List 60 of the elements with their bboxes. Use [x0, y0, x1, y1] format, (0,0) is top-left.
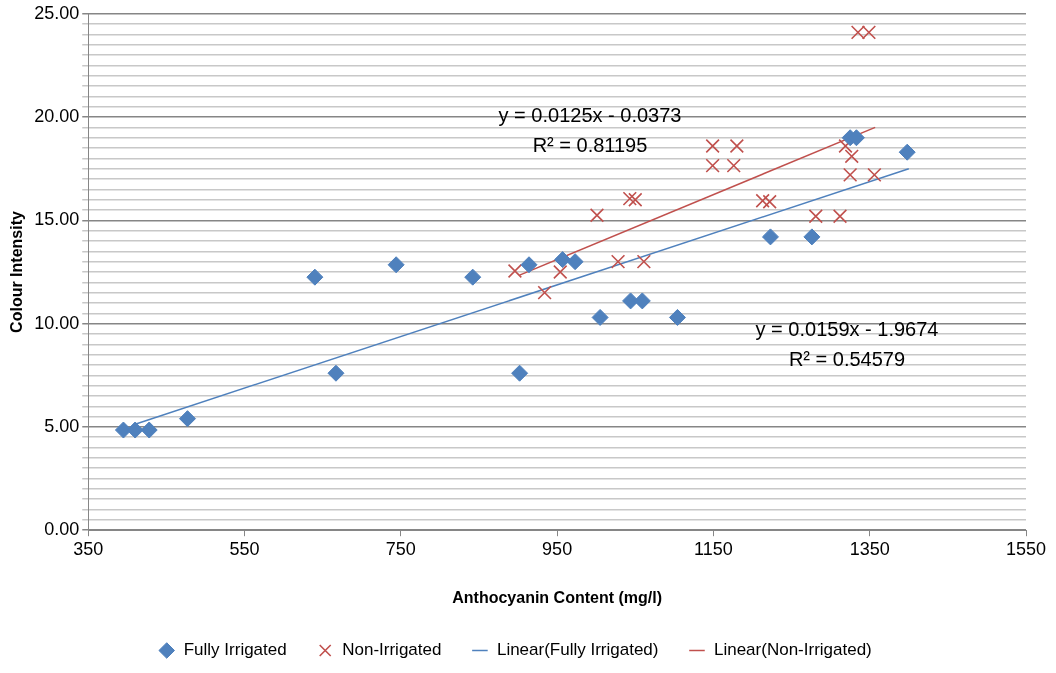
x-tick-label: 750	[385, 538, 416, 559]
y-axis-title: Colour Intensity	[8, 211, 26, 333]
point	[729, 138, 745, 154]
point	[464, 268, 482, 286]
point	[808, 209, 823, 224]
point	[850, 25, 866, 40]
point	[844, 149, 859, 164]
point	[511, 364, 529, 382]
point	[537, 285, 552, 300]
point	[803, 228, 821, 246]
point	[507, 263, 523, 279]
point	[628, 192, 643, 207]
x-tick-label: 1150	[694, 538, 733, 559]
point	[832, 209, 848, 224]
x-axis-title: Anthocyanin Content (mg/l)	[452, 588, 662, 606]
point	[726, 158, 741, 173]
point	[668, 308, 686, 326]
point	[838, 138, 853, 154]
point	[554, 251, 572, 269]
legend-label: Linear(Non-Irrigated)	[713, 640, 872, 660]
y-tick-label: 10.00	[34, 312, 80, 333]
point	[861, 25, 877, 40]
annotation: y = 0.0159x - 1.9674	[755, 317, 939, 340]
point	[898, 143, 916, 161]
annotation: y = 0.0125x - 0.0373	[498, 103, 682, 126]
legend-label: Fully Irrigated	[183, 640, 287, 660]
legend-label: Linear(Fully Irrigated)	[496, 640, 659, 660]
point	[327, 364, 345, 382]
point	[843, 167, 858, 183]
y-tick-label: 0.00	[44, 519, 80, 540]
point	[761, 228, 779, 246]
point	[705, 158, 720, 173]
y-tick-label: 20.00	[34, 106, 80, 127]
annotation: R² = 0.54579	[788, 347, 906, 370]
y-tick-label: 15.00	[34, 209, 80, 230]
point	[306, 268, 324, 286]
point	[636, 254, 652, 269]
y-tick-label: 25.00	[34, 2, 80, 23]
point	[566, 253, 584, 271]
legend-label: Non-Irrigated	[342, 640, 442, 660]
x-tick-label: 550	[229, 538, 260, 559]
point	[622, 191, 637, 206]
point	[867, 167, 882, 183]
point	[553, 264, 568, 280]
x-tick-label: 950	[542, 538, 573, 559]
point	[589, 208, 605, 223]
x-tick-label: 1550	[1005, 538, 1047, 559]
point	[705, 138, 720, 154]
point	[520, 256, 538, 274]
x-tick-label: 1350	[849, 538, 890, 559]
point	[591, 308, 609, 326]
point	[178, 410, 196, 428]
point	[387, 256, 405, 274]
point	[755, 193, 770, 208]
point	[762, 194, 777, 209]
point	[610, 254, 626, 269]
annotation: R² = 0.81195	[532, 133, 648, 156]
x-tick-label: 350	[73, 538, 104, 559]
y-tick-label: 5.00	[44, 415, 80, 436]
point	[140, 421, 158, 439]
